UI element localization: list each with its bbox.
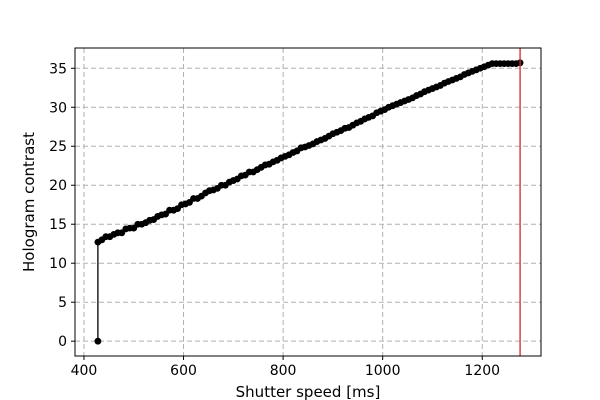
x-axis: 400 600 800 1000 1200 [71,356,500,379]
x-tick-label: 400 [71,363,98,379]
y-axis-label: Hologram contrast [20,132,38,272]
x-tick-label: 600 [170,363,197,379]
data-point [94,337,102,345]
y-tick-label: 10 [49,256,67,272]
y-tick-label: 5 [58,295,67,311]
x-axis-label: Shutter speed [ms] [236,383,381,400]
y-tick-label: 35 [49,61,67,77]
plot-area [94,48,524,356]
y-tick-label: 20 [49,178,67,194]
x-tick-label: 1200 [464,363,500,379]
y-tick-label: 15 [49,217,67,233]
series-line [97,62,521,342]
y-axis: 0 5 10 15 20 25 30 35 [49,61,75,350]
x-tick-label: 800 [270,363,297,379]
axes-frame [74,47,542,357]
x-tick-label: 1000 [365,363,401,379]
y-tick-label: 0 [58,334,67,350]
y-tick-label: 30 [49,100,67,116]
grid [75,48,541,356]
y-tick-label: 25 [49,139,67,155]
